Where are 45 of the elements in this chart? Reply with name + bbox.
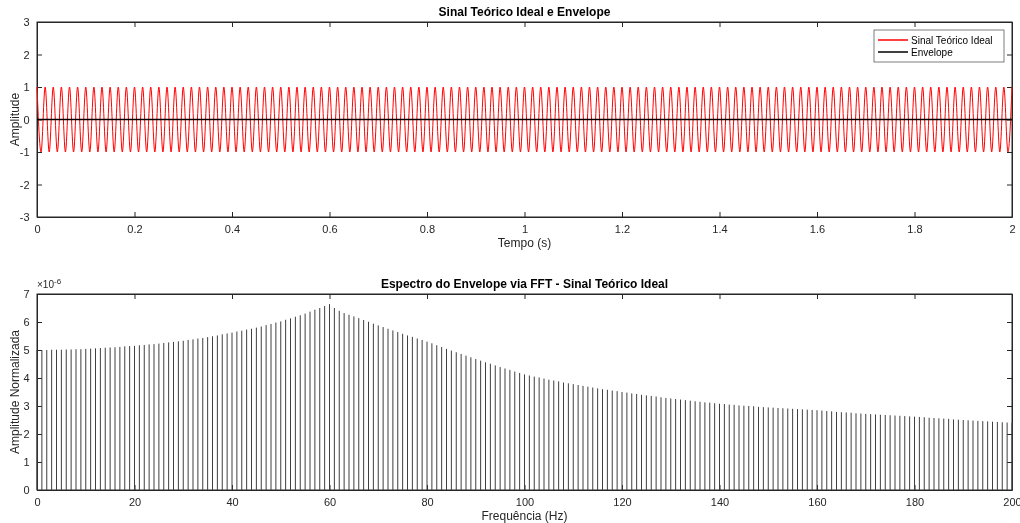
y-tick-label: 5 [23, 344, 30, 357]
x-tick-label: 60 [323, 496, 337, 509]
x-tick-label: 0.8 [419, 223, 436, 236]
y-tick-label: -2 [19, 178, 30, 191]
y-axis-title: Amplitude [8, 92, 22, 147]
x-tick-label: 0.4 [224, 223, 241, 236]
x-tick-label: 0 [34, 223, 41, 236]
y-tick-label: -3 [19, 211, 30, 224]
x-tick-label: 40 [226, 496, 239, 509]
x-tick-label: 120 [613, 496, 632, 509]
legend-label: Sinal Teórico Ideal [911, 35, 993, 46]
chart-title: Espectro do Envelope via FFT - Sinal Teórico Ideal [380, 277, 669, 291]
x-tick-label: 160 [808, 496, 827, 509]
x-tick-label: 1.4 [712, 223, 728, 236]
x-tick-label: 1.6 [809, 223, 826, 236]
x-tick-label: 0 [34, 496, 41, 509]
y-tick-label: 2 [23, 428, 30, 441]
y-tick-label: 3 [23, 400, 30, 413]
x-tick-label: 20 [128, 496, 142, 509]
x-axis-title: Frequência (Hz) [481, 509, 568, 523]
y-tick-label: 2 [23, 48, 30, 61]
y-tick-label: 0 [23, 484, 30, 497]
y-tick-label: 3 [23, 16, 30, 29]
y-tick-label: 0 [23, 113, 30, 126]
x-tick-label: 140 [710, 496, 730, 509]
legend-label: Envelope [911, 47, 954, 58]
x-tick-label: 1 [521, 223, 529, 236]
y-tick-label: 4 [23, 372, 30, 385]
chart-title: Sinal Teórico Ideal e Envelope [438, 5, 611, 19]
x-tick-label: 2 [1009, 223, 1016, 236]
y-axis-title: Amplitude Normalizada [8, 329, 22, 455]
x-tick-label: 100 [515, 496, 535, 509]
y-tick-label: 7 [23, 288, 30, 301]
y-tick-label: 6 [23, 316, 30, 329]
y-tick-label: 1 [23, 81, 30, 94]
x-tick-label: 0.6 [322, 223, 338, 236]
y-tick-label: -1 [19, 146, 30, 159]
text: ×10$^{-6}$ [37, 276, 62, 290]
x-tick-label: 1.8 [907, 223, 923, 236]
y-tick-label: 1 [23, 456, 30, 469]
x-tick-label: 1.2 [614, 223, 631, 236]
x-tick-label: 180 [905, 496, 925, 509]
x-tick-label: 80 [421, 496, 434, 509]
x-tick-label: 0.2 [127, 223, 143, 236]
x-axis-title: Tempo (s) [497, 236, 552, 250]
